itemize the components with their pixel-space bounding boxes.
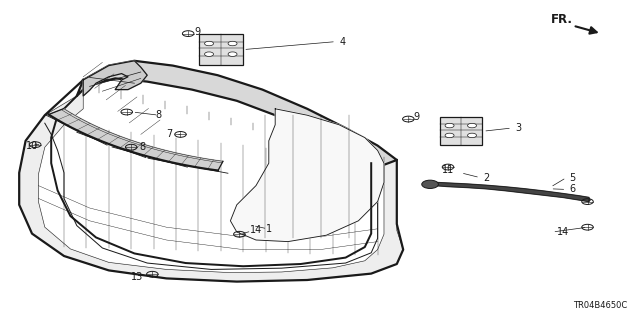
Text: 8: 8 bbox=[156, 110, 162, 120]
Circle shape bbox=[205, 52, 214, 56]
Text: 14: 14 bbox=[557, 227, 569, 237]
Text: 6: 6 bbox=[570, 184, 576, 195]
Polygon shape bbox=[83, 61, 147, 96]
Text: 1: 1 bbox=[266, 224, 272, 234]
Text: 11: 11 bbox=[442, 164, 454, 175]
Text: 9: 9 bbox=[194, 27, 200, 37]
Circle shape bbox=[468, 133, 477, 138]
Text: 10: 10 bbox=[26, 140, 38, 151]
Circle shape bbox=[445, 123, 454, 128]
Bar bbox=[199, 35, 243, 65]
Polygon shape bbox=[431, 182, 590, 202]
Circle shape bbox=[422, 180, 438, 188]
Text: 3: 3 bbox=[515, 123, 522, 133]
Circle shape bbox=[228, 41, 237, 46]
Text: 13: 13 bbox=[131, 272, 143, 282]
Text: 9: 9 bbox=[413, 112, 419, 122]
Polygon shape bbox=[77, 61, 397, 165]
Circle shape bbox=[228, 52, 237, 56]
Text: TR04B4650C: TR04B4650C bbox=[573, 301, 627, 310]
Polygon shape bbox=[49, 108, 223, 171]
Polygon shape bbox=[230, 109, 384, 242]
Text: 2: 2 bbox=[483, 172, 490, 183]
Text: FR.: FR. bbox=[550, 13, 572, 26]
Text: 14: 14 bbox=[250, 225, 262, 236]
Text: 7: 7 bbox=[166, 129, 173, 140]
Circle shape bbox=[468, 123, 477, 128]
Polygon shape bbox=[19, 80, 403, 282]
Circle shape bbox=[445, 133, 454, 138]
Bar bbox=[440, 117, 481, 145]
Text: 8: 8 bbox=[140, 142, 146, 152]
Text: 5: 5 bbox=[570, 172, 576, 183]
Text: 4: 4 bbox=[339, 36, 346, 47]
Circle shape bbox=[205, 41, 214, 46]
